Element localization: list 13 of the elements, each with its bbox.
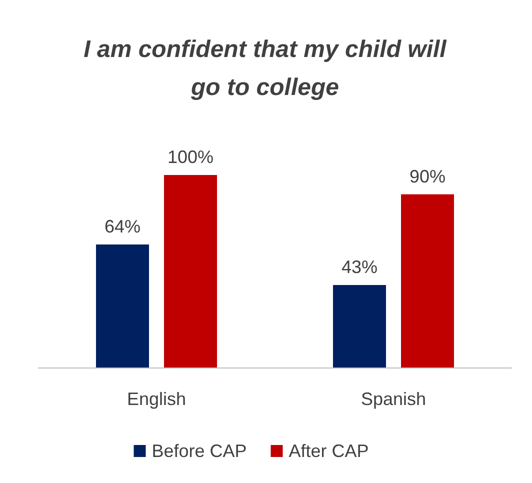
data-label: 90% <box>409 166 446 186</box>
bar <box>96 244 149 368</box>
data-label: 43% <box>341 257 378 278</box>
x-tick-label: Spanish <box>360 389 426 409</box>
bar <box>164 175 217 368</box>
data-label: 64% <box>104 216 141 236</box>
chart-title: I am confident that my child will go to college <box>84 36 448 101</box>
bar <box>401 194 454 368</box>
legend-label: After CAP <box>288 441 369 461</box>
x-tick-label: English <box>126 389 186 409</box>
legend-label: Before CAP <box>152 441 247 461</box>
data-label: 100% <box>167 147 214 167</box>
bar <box>333 285 386 368</box>
